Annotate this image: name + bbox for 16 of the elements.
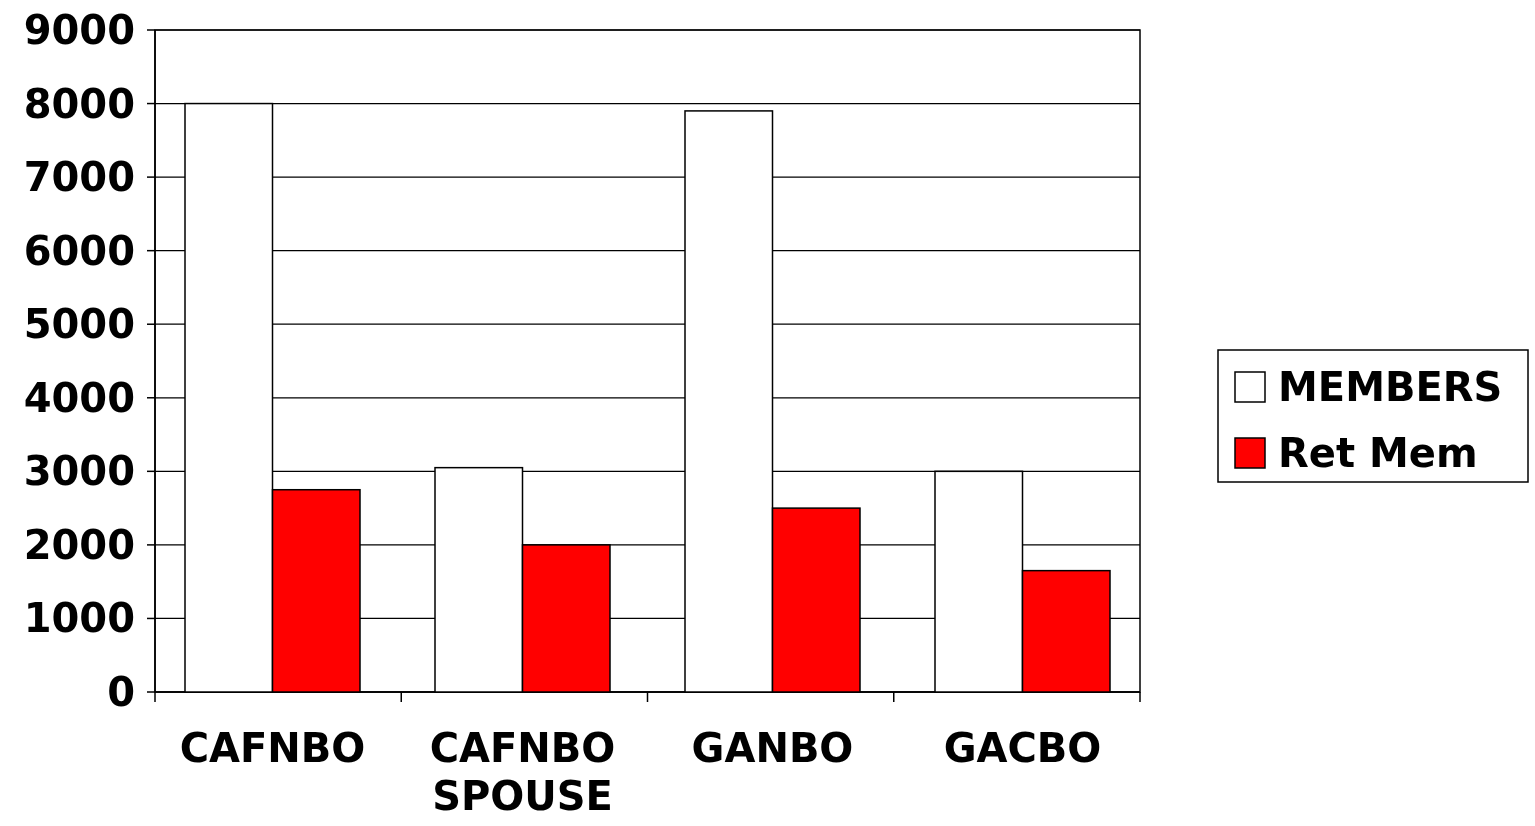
x-tick-label: GACBO (943, 725, 1102, 771)
y-tick-label: 8000 (23, 80, 135, 127)
y-tick-label: 0 (107, 669, 135, 715)
x-tick-label: CAFNBO SPOUSE (429, 725, 616, 819)
legend-label: Ret Mem (1278, 430, 1478, 476)
x-tick-label: CAFNBO (179, 725, 366, 771)
y-tick-label: 7000 (23, 154, 135, 201)
y-tick-label: 3000 (23, 448, 135, 495)
y-tick-label: 9000 (23, 7, 135, 53)
y-tick-label: 2000 (23, 521, 135, 568)
y-tick-label: 5000 (23, 301, 135, 348)
legend-label: MEMBERS (1278, 364, 1503, 410)
y-tick-label: 6000 (23, 227, 135, 274)
x-tick-label: GANBO (691, 725, 854, 771)
y-tick-label: 1000 (23, 595, 135, 642)
y-tick-label: 4000 (23, 374, 135, 421)
